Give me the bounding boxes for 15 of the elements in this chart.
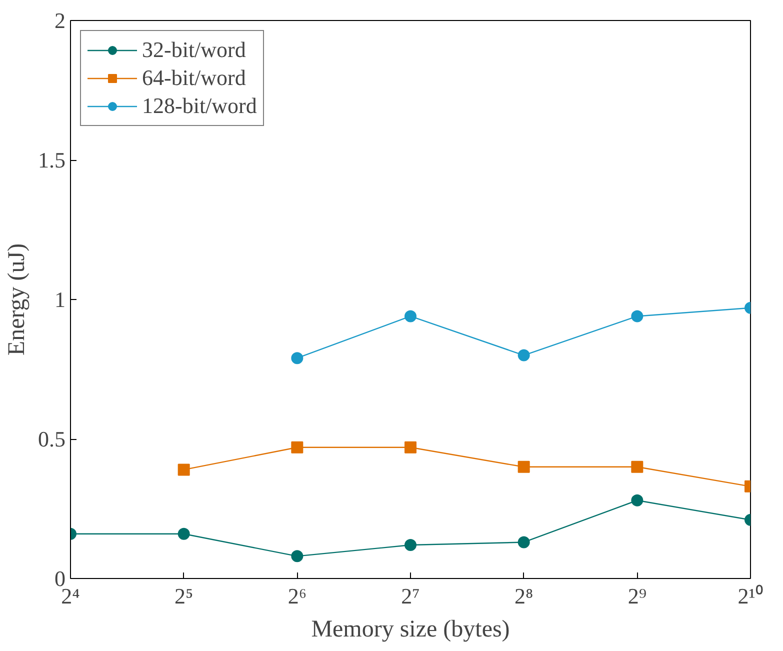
y-axis-title: Energy (uJ) xyxy=(4,243,30,356)
legend-label: 128-bit/word xyxy=(142,93,257,119)
y-tick-label: 1.5 xyxy=(38,148,66,172)
x-tick-label: 2⁸ xyxy=(514,584,534,608)
x-tick-label: 2⁹ xyxy=(628,584,647,608)
x-tick-label: 2⁷ xyxy=(401,584,420,608)
legend-label: 32-bit/word xyxy=(142,37,246,63)
x-tick-label: 2⁵ xyxy=(174,584,194,608)
x-axis-title: Memory size (bytes) xyxy=(311,616,510,642)
y-tick-label: 2 xyxy=(54,8,66,33)
legend-label: 64-bit/word xyxy=(142,65,246,91)
y-tick-label: 1 xyxy=(54,287,66,312)
x-tick-label: 2¹⁰ xyxy=(738,584,764,608)
x-tick-label: 2⁶ xyxy=(288,584,307,608)
y-tick-label: 0.5 xyxy=(38,426,66,452)
